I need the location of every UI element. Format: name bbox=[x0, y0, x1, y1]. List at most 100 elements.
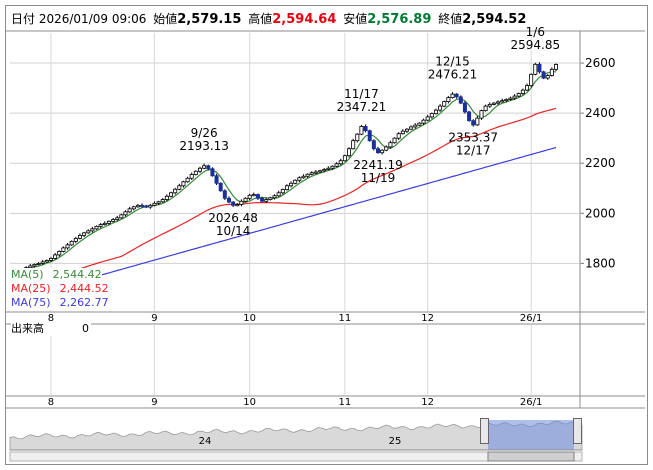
y-tick-label: 2200 bbox=[585, 156, 616, 170]
open-label: 始値 bbox=[153, 12, 178, 26]
x-axis: 8 9 10 11 12 26/1 bbox=[48, 313, 543, 324]
x-axis-volume: 8 9 10 11 12 26/1 bbox=[48, 397, 543, 408]
candle-body bbox=[529, 73, 534, 86]
close-value: 2,594.52 bbox=[462, 12, 527, 27]
candle-body bbox=[106, 220, 111, 224]
candle-body bbox=[202, 165, 207, 169]
candle-body bbox=[115, 217, 120, 220]
candle-body bbox=[409, 126, 414, 130]
annotation-label: 12/15 bbox=[435, 55, 470, 69]
candle-body bbox=[421, 119, 426, 124]
candle-body bbox=[512, 95, 517, 99]
y-tick-label: 2400 bbox=[585, 106, 616, 120]
x-tick-label: 11 bbox=[339, 397, 352, 408]
ma-line bbox=[21, 146, 557, 298]
candle-body bbox=[36, 263, 41, 266]
candle-body bbox=[123, 211, 128, 216]
candle-body bbox=[284, 185, 289, 190]
annotation-label: 2241.19 bbox=[353, 158, 403, 172]
candle-body bbox=[131, 206, 136, 210]
candle-body bbox=[206, 165, 211, 170]
annotation-label: 2347.21 bbox=[337, 100, 387, 114]
candle-body bbox=[334, 163, 339, 167]
annotation-label: 10/14 bbox=[216, 224, 251, 238]
candle-body bbox=[86, 230, 91, 234]
candle-body bbox=[380, 149, 385, 154]
candle-body bbox=[330, 165, 335, 169]
legend-label: MA(75) bbox=[11, 296, 51, 309]
annotation-label: 2476.21 bbox=[428, 68, 478, 82]
candle-body bbox=[520, 89, 525, 95]
navigator[interactable] bbox=[9, 410, 583, 451]
navigator-left-handle[interactable] bbox=[480, 418, 489, 444]
candle-body bbox=[243, 197, 248, 202]
datetime-value: 2026/01/09 09:06 bbox=[38, 12, 147, 26]
candle-body bbox=[309, 172, 314, 175]
candle-body bbox=[197, 167, 202, 172]
legend-value: 2,544.42 bbox=[52, 268, 102, 281]
legend-ma75: MA(75) 2,262.77 bbox=[11, 296, 109, 310]
candle-body bbox=[98, 224, 103, 227]
candle-body bbox=[541, 71, 546, 79]
candle-body bbox=[425, 116, 430, 121]
candle-body bbox=[392, 137, 397, 144]
candle-body bbox=[185, 177, 190, 183]
candle-body bbox=[28, 265, 33, 269]
candle-body bbox=[239, 200, 244, 205]
candle-body bbox=[218, 182, 223, 192]
annotation-label: 11/19 bbox=[361, 171, 396, 185]
scroll-track[interactable] bbox=[9, 451, 583, 462]
candle-body bbox=[413, 124, 418, 128]
x-tick-label: 10 bbox=[243, 397, 256, 408]
candle-body bbox=[152, 202, 157, 206]
annotation-label: 2026.48 bbox=[208, 211, 258, 225]
x-tick-label: 12 bbox=[421, 313, 434, 324]
legend-label: MA(25) bbox=[11, 282, 51, 295]
legend-value: 2,262.77 bbox=[59, 296, 109, 309]
candle-body bbox=[363, 126, 368, 132]
candle-body bbox=[111, 219, 116, 222]
candle-body bbox=[504, 98, 509, 102]
candle-body bbox=[272, 195, 277, 199]
annotation-label: 2353.37 bbox=[448, 130, 498, 144]
candle-body bbox=[342, 155, 347, 162]
candle-body bbox=[173, 188, 178, 194]
candle-body bbox=[367, 130, 372, 142]
candle-body bbox=[226, 197, 231, 203]
candle-body bbox=[144, 205, 149, 208]
candle-body bbox=[347, 148, 352, 157]
x-tick-label: 26/1 bbox=[520, 397, 542, 408]
legend-value: 2,444.52 bbox=[59, 282, 109, 295]
candle-body bbox=[479, 110, 484, 119]
candle-body bbox=[260, 197, 265, 202]
candle-body bbox=[44, 260, 49, 263]
candle-body bbox=[388, 142, 393, 148]
ma5-series bbox=[21, 71, 556, 271]
scroll-thumb[interactable] bbox=[487, 451, 575, 462]
candle-body bbox=[135, 204, 140, 208]
candle-body bbox=[400, 130, 405, 135]
annotation-label: 11/17 bbox=[344, 87, 379, 101]
ma75-series bbox=[21, 146, 557, 298]
ma25-series bbox=[21, 107, 557, 285]
navigator-right-handle[interactable] bbox=[573, 418, 582, 444]
candle-body bbox=[94, 225, 99, 230]
x-tick-label: 8 bbox=[48, 397, 54, 408]
candle-body bbox=[61, 247, 66, 252]
x-tick-label: 12 bbox=[421, 397, 434, 408]
ohlc-header: 日付 2026/01/09 09:06 始値2,579.15 高値2,594.6… bbox=[11, 10, 529, 28]
candle-body bbox=[40, 261, 45, 264]
candle-body bbox=[276, 192, 281, 197]
candle-body bbox=[454, 93, 459, 98]
y-tick-label: 2000 bbox=[585, 206, 616, 220]
candle-body bbox=[483, 105, 488, 112]
candle-body bbox=[164, 195, 169, 200]
candle-body bbox=[231, 201, 236, 206]
candle-body bbox=[375, 148, 380, 154]
x-tick-label: 10 bbox=[243, 313, 256, 324]
legend-ma5: MA(5) 2,544.42 bbox=[11, 268, 102, 282]
candle-body bbox=[305, 173, 310, 177]
candle-body bbox=[371, 140, 376, 150]
candle-body bbox=[69, 240, 74, 246]
